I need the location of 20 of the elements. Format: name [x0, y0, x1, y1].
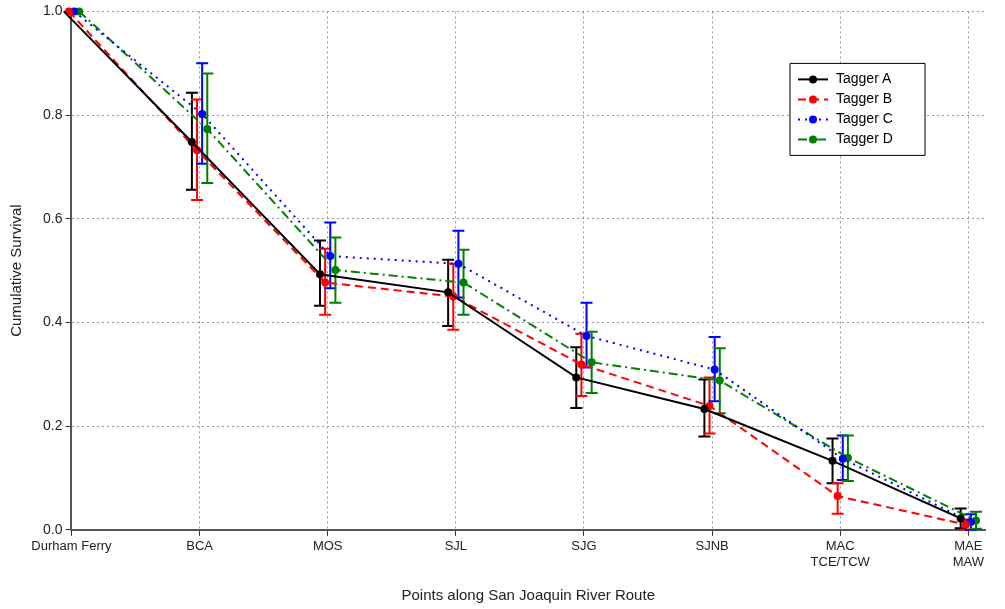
legend-label: Tagger C: [836, 110, 893, 127]
legend-label: Tagger D: [836, 130, 893, 147]
x-tick-label: SJL: [444, 538, 468, 554]
x-tick-label: MAC TCE/TCW: [810, 538, 871, 569]
x-tick-label: MAE MAW: [952, 538, 985, 569]
legend-label: Tagger B: [836, 90, 893, 107]
x-tick-label: SJG: [571, 538, 597, 554]
x-axis-title: Points along San Joaquin River Route: [401, 586, 655, 604]
y-tick-label: 0.6: [42, 209, 63, 226]
y-tick-label: 0.0: [42, 520, 63, 537]
x-tick-label: SJNB: [695, 538, 729, 554]
y-tick-label: 0.2: [42, 416, 63, 433]
legend-label: Tagger A: [836, 70, 892, 87]
y-tick-label: 1.0: [42, 2, 63, 19]
x-tick-label: BCA: [186, 538, 214, 554]
y-tick-label: 0.8: [42, 105, 63, 122]
y-axis-title: Cumulative Survival: [7, 204, 25, 337]
y-tick-label: 0.4: [42, 313, 63, 330]
x-tick-label: MOS: [312, 538, 343, 554]
x-tick-label: Durham Ferry: [31, 538, 113, 554]
